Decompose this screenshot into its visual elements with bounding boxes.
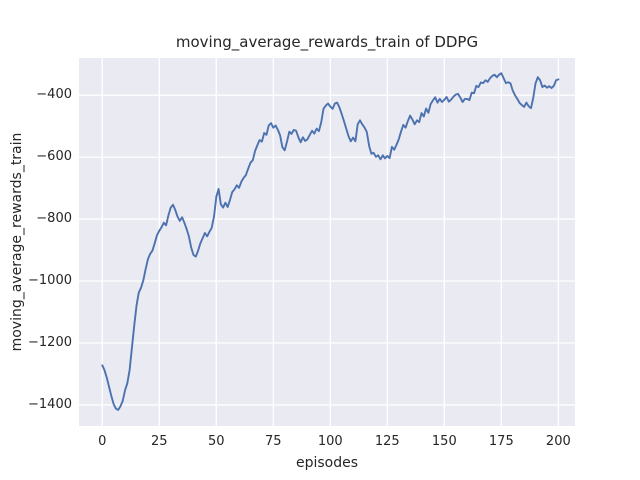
x-tick-label: 175	[488, 434, 514, 449]
x-tick-label: 200	[545, 434, 571, 449]
x-tick-label: 75	[265, 434, 282, 449]
y-axis-label: moving_average_rewards_train	[9, 132, 25, 352]
plot-area	[79, 58, 575, 426]
y-tick-label: −600	[36, 149, 72, 165]
y-tick-label: −1400	[28, 396, 72, 412]
x-tick-label: 100	[317, 434, 343, 449]
x-tick-label: 25	[150, 434, 168, 449]
y-tick-label: −400	[36, 87, 72, 103]
x-tick-label: 0	[98, 434, 107, 449]
y-tick-label: −800	[36, 211, 72, 227]
x-tick-label: 50	[208, 434, 225, 449]
x-tick-label: 150	[431, 434, 457, 449]
chart-canvas	[79, 58, 575, 426]
x-tick-label: 125	[374, 434, 400, 449]
y-tick-label: −1000	[28, 273, 72, 289]
x-axis-label: episodes	[295, 455, 359, 471]
chart-title: moving_average_rewards_train of DDPG	[175, 33, 479, 51]
y-tick-label: −1200	[28, 334, 72, 350]
series-line	[101, 72, 560, 411]
